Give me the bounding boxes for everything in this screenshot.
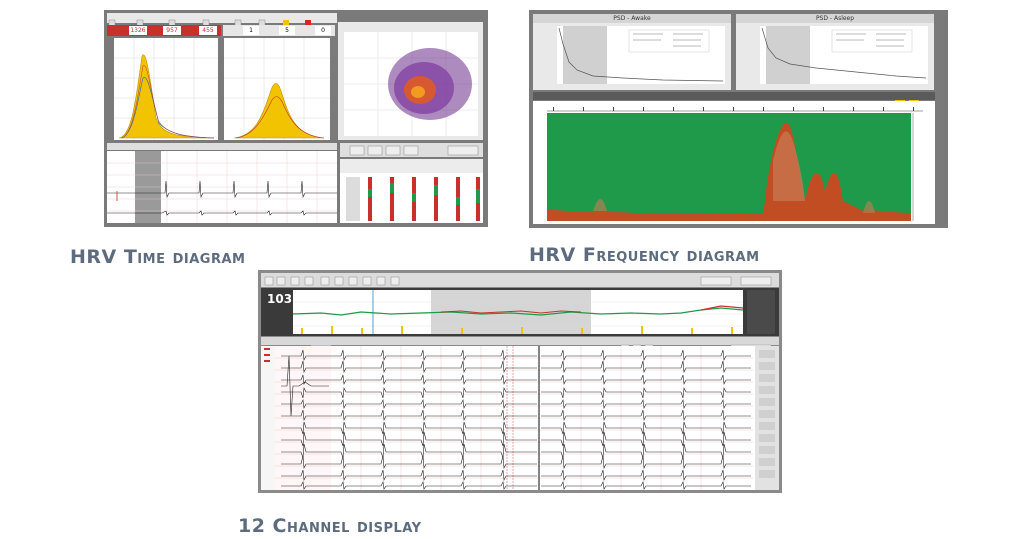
time-ecg-strip <box>107 151 337 223</box>
time-toolbar <box>107 13 337 27</box>
psd-awake-window: PSD - Awake <box>533 14 731 90</box>
time-ecg-waveform <box>107 151 337 223</box>
rr-histogram-left <box>114 38 218 140</box>
psd-awake-plot <box>557 26 725 84</box>
psd-asleep-title: PSD - Asleep <box>736 14 934 23</box>
psd-awake-title: PSD - Awake <box>533 14 731 23</box>
histo-right-stat-2: 5 <box>279 26 295 35</box>
rr-histogram-left-plot <box>114 38 218 140</box>
channel-toolbar-icons[interactable] <box>261 274 779 288</box>
time-mid-toolbar <box>107 143 337 157</box>
trend-bars <box>340 159 483 223</box>
time-toolbar-icons[interactable] <box>107 18 337 28</box>
histo-right-stat-1: 1 <box>243 26 259 35</box>
twelve-lead-ecg <box>261 346 779 490</box>
caption-12-channel: 12 Channel display <box>238 515 422 537</box>
time-right-toolbar <box>340 143 483 157</box>
time-stats-bar-right: 1 5 0 <box>223 25 335 36</box>
stat-value-2: 957 <box>163 26 181 35</box>
caption-hrv-time: HRV Time diagram <box>70 246 246 268</box>
heart-rate-value: 103 <box>267 292 293 306</box>
twelve-channel-panel: 103 <box>258 270 782 493</box>
poincare-plot <box>338 22 483 140</box>
twelve-lead-waveforms <box>261 346 779 490</box>
spectrogram-window <box>533 101 935 224</box>
hrv-frequency-panel: PSD - Awake PSD - Asleep <box>529 10 948 228</box>
time-right-toolbar-icons[interactable] <box>340 144 483 158</box>
stat-value-3: 455 <box>199 26 217 35</box>
caption-hrv-frequency: HRV Frequency diagram <box>529 244 760 266</box>
poincare-scatter <box>344 32 478 136</box>
hr-trend-plot <box>292 290 775 334</box>
trend-bars-plot <box>340 159 483 221</box>
rr-histogram-right-plot <box>224 38 330 140</box>
stat-value-1: 1326 <box>129 26 147 35</box>
hr-trend-panel: 103 <box>261 288 779 336</box>
channel-sub-toolbar <box>261 337 779 352</box>
hrv-time-panel: 1326 957 455 1 5 0 <box>104 10 488 227</box>
spectrogram-plot <box>533 101 935 221</box>
psd-asleep-window: PSD - Asleep <box>736 14 934 90</box>
psd-asleep-plot <box>760 26 928 84</box>
time-stats-bar: 1326 957 455 <box>107 25 221 36</box>
channel-toolbar <box>261 273 779 287</box>
rr-histogram-right <box>224 38 330 140</box>
histo-right-stat-3: 0 <box>315 26 331 35</box>
freq-toolbar <box>533 92 935 106</box>
